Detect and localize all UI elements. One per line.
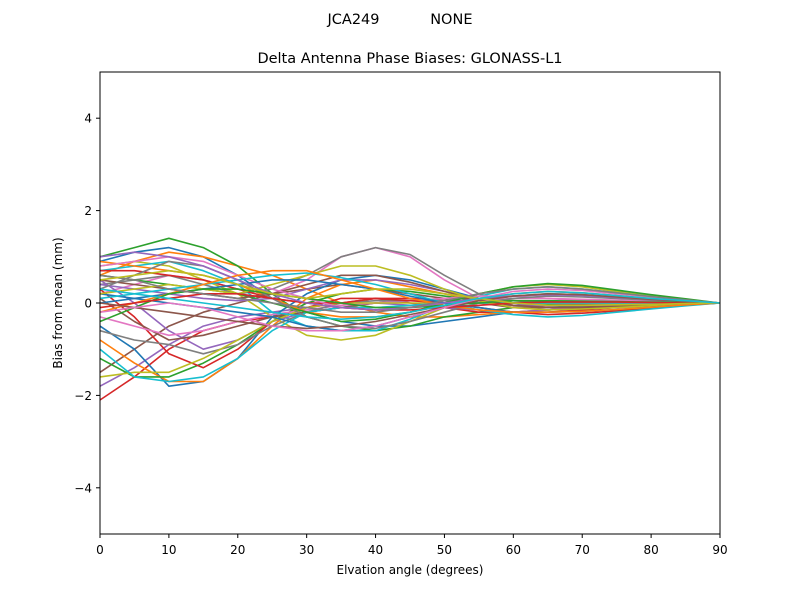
y-axis-label: Bias from mean (mm) [51,237,65,368]
series-line-37 [99,288,721,332]
x-tick-label: 20 [230,543,245,557]
series-line-39 [99,269,721,307]
y-tick-label: −4 [74,481,92,495]
x-tick-label: 0 [96,543,104,557]
y-tick-label: 2 [84,204,92,218]
x-tick-label: 90 [712,543,727,557]
y-tick-label: 4 [84,112,92,126]
series-line-20 [99,302,720,383]
x-tick-label: 60 [506,543,521,557]
y-tick-label: 0 [84,297,92,311]
y-tick-label: −2 [74,389,92,403]
x-tick-label: 50 [437,543,452,557]
x-tick-label: 70 [575,543,590,557]
series-layer [99,237,721,401]
x-axis-label: Elvation angle (degrees) [337,563,484,577]
x-tick-label: 40 [368,543,383,557]
y-axis: −4 −2 0 2 4 [74,112,100,495]
x-tick-label: 80 [643,543,658,557]
chart-title: Delta Antenna Phase Biases: GLONASS-L1 [257,51,562,67]
x-axis: 0 10 20 30 40 50 60 70 80 90 [96,534,728,557]
x-tick-label: 10 [161,543,176,557]
x-tick-label: 30 [299,543,314,557]
series-line-32 [99,269,721,314]
series-line-40 [99,288,721,321]
series-line-36 [99,292,721,330]
figure-suptitle: JCA249 NONE [327,12,473,28]
series-line-24 [100,269,721,316]
series-line-38 [99,274,721,314]
